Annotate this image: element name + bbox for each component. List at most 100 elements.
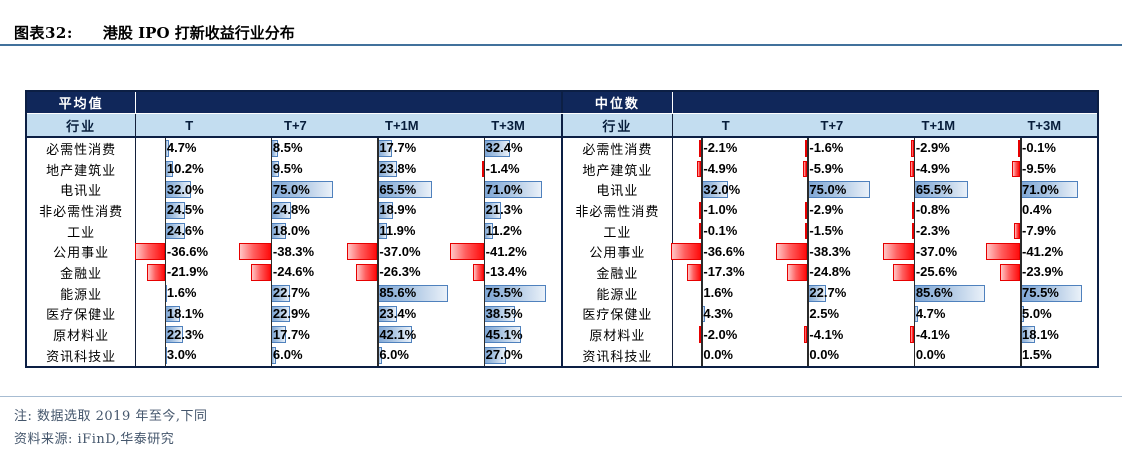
value-axis <box>483 282 486 304</box>
value-cell: -24.8% <box>779 262 885 283</box>
value-axis <box>377 220 379 242</box>
table-row: 非必需性消费 24.5% 24.8% 18.9% 21.3% <box>26 200 562 221</box>
value-label: -1.5% <box>809 223 844 239</box>
value-axis <box>377 138 379 159</box>
data-bar-negative <box>687 264 702 281</box>
value-cell: 0.0% <box>885 344 991 367</box>
value-cell: 22.7% <box>242 282 348 304</box>
period-column-header: T+3M <box>991 113 1098 138</box>
value-label: 75.0% <box>272 181 310 197</box>
value-label: 1.6% <box>703 285 733 301</box>
value-cell: 22.9% <box>242 303 348 325</box>
industry-cell: 公用事业 <box>26 241 137 263</box>
data-bar-negative <box>699 222 702 240</box>
value-label: -4.9% <box>703 161 738 177</box>
value-cell: 75.5% <box>992 282 1098 304</box>
value-label: -2.3% <box>915 223 950 239</box>
value-label: 23.4% <box>379 305 417 321</box>
value-cell: -4.9% <box>672 158 778 180</box>
value-label: 6.0% <box>272 347 303 363</box>
footnote-divider <box>0 396 1122 397</box>
industry-cell: 电讯业 <box>562 179 673 201</box>
group-header-median: 中位数 <box>562 91 673 114</box>
value-label: 17.7% <box>379 140 417 156</box>
data-bar-negative <box>911 202 914 219</box>
value-cell: 8.5% <box>242 137 348 159</box>
value-cell: 24.8% <box>242 200 348 221</box>
figure-title-text: 港股 IPO 打新收益行业分布 <box>102 24 295 42</box>
value-label: -4.9% <box>915 161 950 177</box>
value-axis <box>377 179 379 201</box>
value-axis <box>164 179 167 201</box>
value-label: -38.3% <box>272 243 315 259</box>
industry-cell: 金融业 <box>26 262 137 283</box>
value-cell: 24.5% <box>136 200 242 221</box>
table-row: 医疗保健业 18.1% 22.9% 23.4% 38.5% <box>26 303 562 325</box>
value-axis <box>807 179 809 201</box>
value-cell: 75.0% <box>242 179 348 201</box>
value-label: 75.5% <box>1022 285 1059 301</box>
value-axis <box>807 262 809 283</box>
period-column-header: T <box>672 113 779 138</box>
data-bar-negative <box>775 243 808 261</box>
value-cell: -1.6% <box>779 137 885 159</box>
title-divider <box>0 44 1122 46</box>
figure-table-median: 中位数 行业 T T+7 T+1M T+3M 必需性消费 -2.1% -1.6% -2.9% -0.… <box>562 90 1099 368</box>
value-cell: 0.0% <box>779 344 885 367</box>
value-cell: 21.3% <box>455 200 561 221</box>
data-bar-negative <box>802 160 808 178</box>
value-axis <box>701 138 703 159</box>
value-cell: -36.6% <box>134 241 242 263</box>
value-cell: 85.6% <box>349 282 455 304</box>
table-row: 电讯业 32.0% 75.0% 65.5% 71.0% <box>562 179 1099 201</box>
value-axis <box>377 282 379 304</box>
value-cell: 17.7% <box>242 324 348 345</box>
data-bar-negative <box>910 326 914 343</box>
value-label: 22.7% <box>809 285 847 301</box>
value-axis <box>164 344 167 366</box>
figure-number: 图表32: <box>14 24 73 42</box>
value-label: 38.5% <box>485 305 523 321</box>
data-bar-negative <box>671 243 702 261</box>
value-cell: 38.5% <box>455 303 561 325</box>
value-label: 27.0% <box>485 347 523 363</box>
value-label: 9.5% <box>272 161 303 177</box>
industry-cell: 电讯业 <box>26 179 137 201</box>
value-axis <box>164 158 167 180</box>
value-axis <box>164 241 167 263</box>
value-label: 75.5% <box>485 285 523 301</box>
industry-cell: 公用事业 <box>562 241 673 263</box>
period-column-header: T+1M <box>885 113 992 138</box>
value-label: 17.7% <box>272 326 310 342</box>
value-cell: 1.5% <box>992 344 1098 367</box>
value-label: 85.6% <box>379 285 417 301</box>
value-label: 71.0% <box>1022 181 1059 197</box>
value-label: -2.9% <box>809 202 844 218</box>
value-axis <box>913 158 916 180</box>
industry-cell: 资讯科技业 <box>26 344 137 367</box>
value-axis <box>377 344 379 366</box>
table-row: 工业 -0.1% -1.5% -2.3% -7.9% <box>562 220 1099 242</box>
value-axis <box>164 138 167 159</box>
value-axis <box>913 282 916 304</box>
value-label: -2.0% <box>703 326 738 342</box>
value-axis <box>1020 303 1022 325</box>
value-cell: -2.9% <box>885 137 991 159</box>
value-label: 32.0% <box>166 181 204 197</box>
value-label: 42.1% <box>379 326 417 342</box>
data-bar-negative <box>786 264 808 281</box>
table-row: 原材料业 22.3% 17.7% 42.1% 45.1% <box>26 324 562 345</box>
data-bar-negative <box>250 264 271 281</box>
value-axis <box>701 282 703 304</box>
value-label: 85.6% <box>915 285 953 301</box>
value-cell: 32.4% <box>455 137 561 159</box>
value-axis <box>270 158 273 180</box>
value-cell: 18.1% <box>136 303 242 325</box>
industry-cell: 地产建筑业 <box>562 158 673 180</box>
table-row: 金融业 -17.3% -24.8% -25.6% -23.9% <box>562 262 1099 283</box>
value-cell: -1.4% <box>455 158 561 180</box>
value-axis <box>807 200 809 221</box>
value-cell: -36.6% <box>671 241 778 263</box>
value-label: 45.1% <box>485 326 523 342</box>
value-cell: -9.5% <box>992 158 1098 180</box>
